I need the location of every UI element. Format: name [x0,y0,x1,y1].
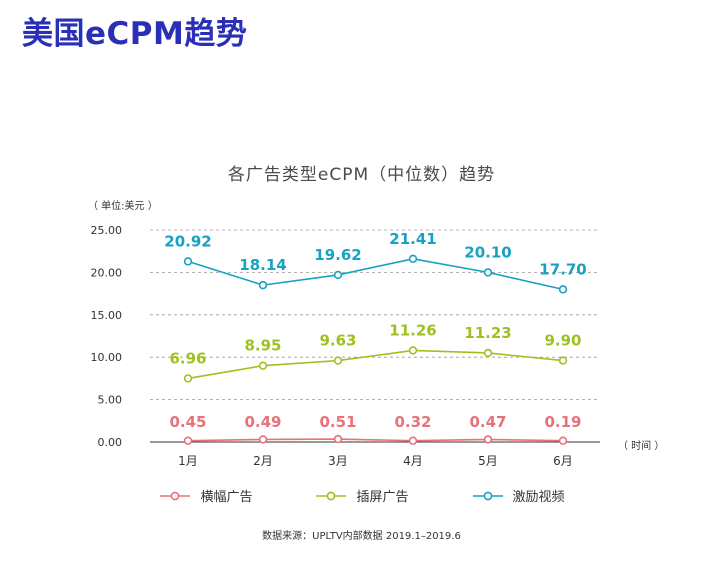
data-label: 6.96 [169,349,206,367]
x-tick-label: 2月 [253,454,273,468]
chart-legend: 横幅广告 插屏广告 激励视频 [0,486,723,505]
data-label: 18.14 [239,256,286,274]
y-tick-label: 10.00 [91,351,123,364]
data-point [558,285,568,294]
x-tick-label: 6月 [553,454,573,468]
legend-marker-banner-icon [160,491,191,500]
legend-marker-rewarded-video-icon [472,491,503,500]
data-point [258,435,268,444]
legend-label-interstitial: 插屏广告 [356,490,409,505]
chart-title: 各广告类型eCPM（中位数）趋势 [227,165,496,185]
data-point [183,257,193,266]
data-point [333,434,343,444]
x-tick-label: 3月 [328,454,348,468]
data-label: 0.45 [169,413,206,431]
y-tick-label: 0.00 [98,436,123,449]
x-axis-title: （ 时间 ） [618,441,665,452]
data-point [408,436,418,445]
page-title: 美国eCPM趋势 [22,16,248,52]
data-point [258,280,268,290]
legend-marker-interstitial-icon [316,491,347,500]
data-label: 9.90 [544,332,581,350]
legend-label-banner: 横幅广告 [200,490,253,505]
y-tick-label: 15.00 [91,309,123,322]
series-line-1 [187,349,564,380]
data-label: 0.47 [469,413,506,431]
data-point [183,374,193,383]
data-label: 0.49 [244,413,281,431]
y-tick-label: 20.00 [91,266,123,279]
y-tick-label: 25.00 [91,224,123,237]
x-tick-label: 1月 [178,454,198,468]
data-label: 0.19 [544,413,581,431]
data-label: 9.63 [319,332,356,350]
data-label: 11.26 [389,321,436,339]
data-point [483,348,493,358]
legend-item-interstitial: 插屏广告 [314,486,409,505]
data-label: 0.32 [394,413,431,431]
data-point [483,268,493,277]
data-point [408,346,418,355]
data-point [558,436,568,445]
data-source-note: 数据来源：UPLTV内部数据 2019.1–2019.6 [262,531,461,542]
data-label: 20.10 [464,243,511,261]
y-tick-label: 5.00 [98,394,123,407]
legend-item-banner: 横幅广告 [158,486,252,505]
data-label: 20.92 [164,232,211,250]
data-point [183,436,193,445]
data-point [558,356,568,365]
data-label: 21.41 [389,230,436,248]
y-axis-unit-label: （ 单位:美元 ） [88,201,158,212]
legend-item-rewarded-video: 激励视频 [471,486,565,505]
data-label: 17.70 [539,260,586,278]
data-label: 0.51 [319,413,356,431]
data-point [333,356,343,365]
data-label: 8.95 [244,337,281,355]
x-tick-label: 5月 [478,454,498,468]
x-tick-label: 4月 [403,454,423,468]
data-point [333,270,343,280]
data-label: 11.23 [464,324,511,342]
data-point [483,435,493,444]
series-line-0 [187,438,564,442]
legend-label-rewarded-video: 激励视频 [512,490,565,505]
data-label: 19.62 [314,246,361,264]
data-point [258,361,268,370]
data-point [408,254,418,264]
series-line-2 [187,258,564,291]
